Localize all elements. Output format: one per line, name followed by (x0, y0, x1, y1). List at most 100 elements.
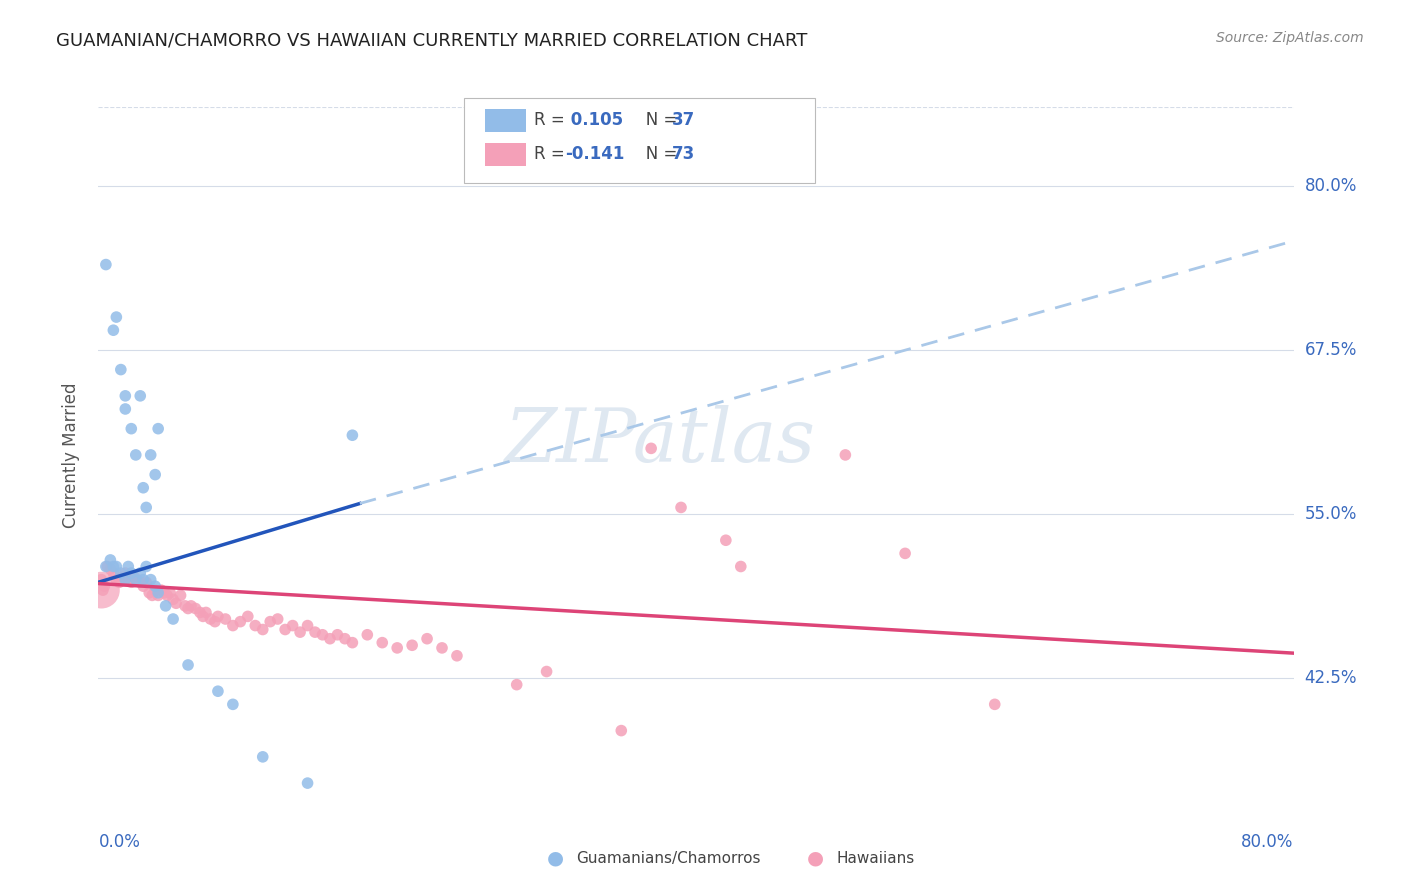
Point (124, 570, 146, 584)
Text: R =: R = (534, 145, 571, 163)
Point (446, 648, 468, 663)
Point (120, 422, 142, 436)
Point (333, 632, 356, 646)
Text: 80.0%: 80.0% (1241, 833, 1294, 851)
Point (297, 618, 319, 632)
Point (120, 566, 142, 580)
Point (120, 575, 142, 590)
Point (143, 583, 166, 598)
Point (252, 749, 274, 764)
Text: 67.5%: 67.5% (1305, 341, 1357, 359)
Point (640, 442, 662, 456)
Text: 80.0%: 80.0% (1305, 177, 1357, 194)
Point (94, 559, 117, 574)
Point (114, 389, 136, 403)
Point (191, 609, 214, 624)
Point (148, 586, 170, 600)
Point (894, 546, 917, 560)
Point (143, 579, 166, 593)
Point (125, 573, 148, 587)
Point (416, 632, 439, 646)
Point (162, 592, 184, 607)
Point (127, 573, 149, 587)
Point (177, 601, 200, 615)
Point (129, 389, 152, 403)
Point (730, 559, 752, 574)
Text: Source: ZipAtlas.com: Source: ZipAtlas.com (1216, 31, 1364, 45)
Point (342, 428, 364, 442)
Point (401, 638, 423, 652)
Point (135, 575, 157, 590)
Point (125, 448, 148, 462)
Point (267, 612, 290, 626)
Point (117, 573, 139, 587)
Point (129, 575, 152, 590)
Point (139, 448, 162, 462)
Point (153, 586, 176, 600)
Point (194, 606, 218, 620)
Point (114, 566, 136, 580)
Point (188, 606, 211, 620)
Point (342, 635, 364, 649)
Text: 55.0%: 55.0% (1305, 505, 1357, 523)
Point (155, 599, 177, 613)
Point (207, 684, 229, 698)
Point (165, 596, 187, 610)
Text: 0.0%: 0.0% (98, 833, 141, 851)
Point (983, 698, 1005, 712)
Point (98, 553, 122, 567)
Point (297, 776, 319, 790)
Point (110, 362, 132, 376)
Point (229, 615, 252, 629)
Text: Hawaiians: Hawaiians (837, 851, 915, 865)
Point (141, 588, 163, 602)
Point (162, 612, 184, 626)
Point (180, 599, 202, 613)
Point (311, 628, 333, 642)
Point (91, 583, 114, 598)
Point (207, 609, 229, 624)
Text: 73: 73 (672, 145, 696, 163)
Text: GUAMANIAN/CHAMORRO VS HAWAIIAN CURRENTLY MARRIED CORRELATION CHART: GUAMANIAN/CHAMORRO VS HAWAIIAN CURRENTLY… (56, 31, 807, 49)
Point (156, 588, 179, 602)
Point (356, 628, 378, 642)
Point (430, 640, 453, 655)
Point (108, 575, 131, 590)
Point (169, 588, 191, 602)
Point (259, 615, 281, 629)
Text: 0.105: 0.105 (565, 112, 623, 129)
Point (319, 632, 342, 646)
Point (132, 573, 155, 587)
Point (103, 566, 125, 580)
Point (129, 566, 152, 580)
Point (304, 625, 326, 640)
Point (105, 310, 128, 324)
Text: Guamanians/Chamorros: Guamanians/Chamorros (576, 851, 761, 865)
Point (274, 623, 297, 637)
Point (105, 559, 128, 574)
Point (281, 618, 304, 632)
Point (94, 258, 117, 272)
Point (222, 698, 245, 712)
Point (200, 612, 222, 626)
Point (148, 588, 170, 602)
Point (834, 448, 856, 462)
Point (669, 500, 692, 515)
Point (135, 500, 157, 515)
Point (236, 609, 259, 624)
Point (148, 422, 170, 436)
Point (114, 401, 136, 416)
Text: N =: N = (630, 112, 682, 129)
Point (90, 573, 112, 587)
Point (111, 570, 134, 584)
Point (184, 601, 207, 615)
Point (138, 586, 160, 600)
Point (110, 566, 132, 580)
Point (245, 618, 267, 632)
Point (610, 723, 633, 738)
Point (90, 583, 112, 598)
Point (132, 481, 155, 495)
Y-axis label: Currently Married: Currently Married (62, 382, 80, 528)
Point (139, 573, 162, 587)
Point (105, 573, 128, 587)
